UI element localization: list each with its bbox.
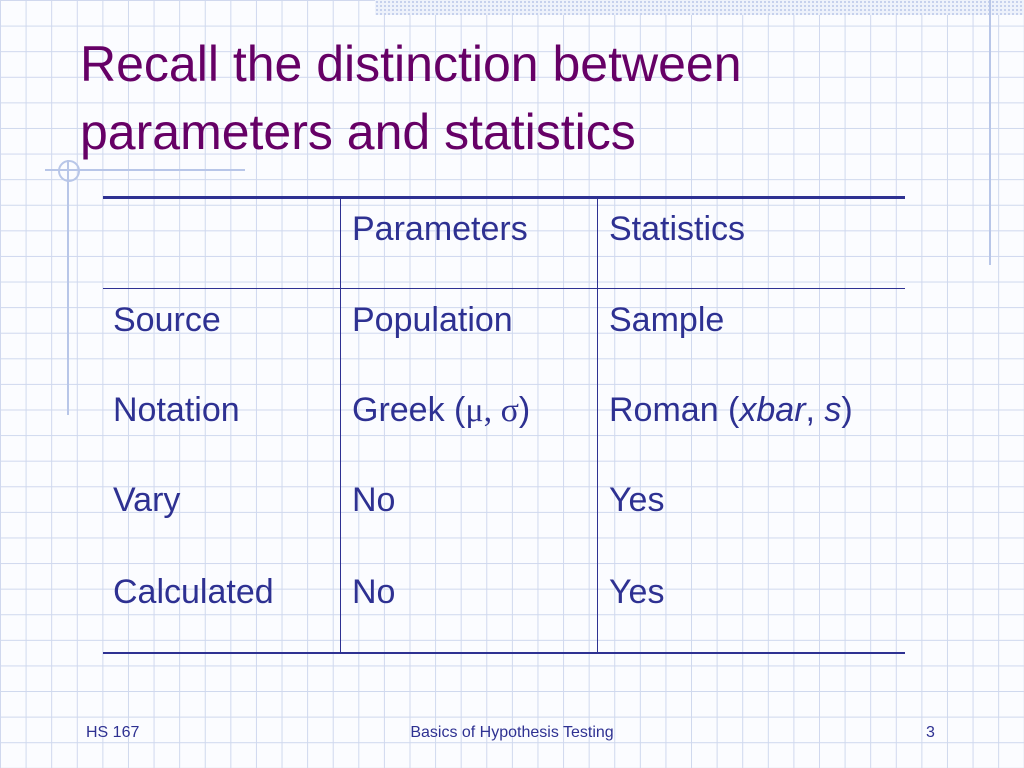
cell: Source xyxy=(113,301,221,339)
table-divider xyxy=(340,197,341,653)
title-line: Recall the distinction between xyxy=(80,36,742,92)
cell-part: xbar xyxy=(739,391,806,429)
cell: Notation xyxy=(113,391,240,429)
cell: No xyxy=(352,481,396,519)
deco-line xyxy=(45,169,245,171)
deco-line xyxy=(989,0,991,265)
cell: Vary xyxy=(113,481,181,519)
title-line: parameters and statistics xyxy=(80,104,636,160)
cell: Sample xyxy=(609,301,725,339)
table-rule xyxy=(103,196,905,199)
cell-part: ) xyxy=(518,391,531,429)
page-number: 3 xyxy=(926,724,935,741)
cell: No xyxy=(352,573,396,611)
table-divider xyxy=(597,197,598,653)
title: Recall the distinction between parameter… xyxy=(80,30,742,166)
cell-part: , xyxy=(805,391,825,429)
table-rule xyxy=(103,288,905,289)
cell-part: Roman ( xyxy=(609,391,740,429)
header-cell: Statistics xyxy=(609,210,746,248)
cell-part: s xyxy=(824,391,842,429)
header-cell: Parameters xyxy=(352,210,528,248)
cell: Population xyxy=(352,301,513,339)
cell: Roman (xbar, s) xyxy=(609,390,853,430)
cell: Greek (μ, σ) xyxy=(352,390,530,431)
deco-circle xyxy=(58,160,80,182)
cell-part: μ, σ xyxy=(465,392,519,429)
cell-part: ) xyxy=(841,391,853,429)
table-rule xyxy=(103,652,905,654)
cell-part: Greek ( xyxy=(352,391,466,429)
cell: Calculated xyxy=(113,573,274,611)
cell: Yes xyxy=(609,481,665,519)
footer-center: Basics of Hypothesis Testing xyxy=(410,724,614,741)
top-band xyxy=(375,0,1024,15)
deco-line xyxy=(67,160,69,415)
cell: Yes xyxy=(609,573,665,611)
footer-left: HS 167 xyxy=(86,724,140,741)
